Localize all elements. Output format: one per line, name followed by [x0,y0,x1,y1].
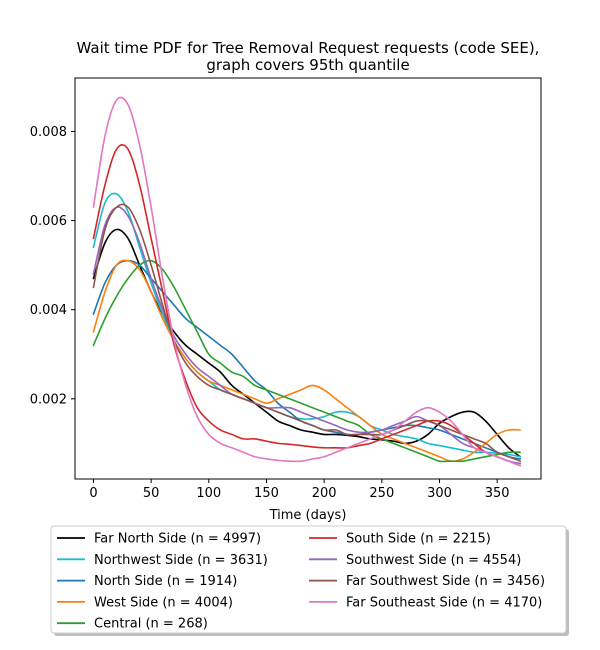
series-line-8 [92,96,522,467]
legend-label-4: Central (n = 268) [94,617,208,632]
legend-label-0: Far North Side (n = 4997) [94,532,261,547]
legend-label-7: Far Southwest Side (n = 3456) [346,574,545,589]
legend-box [50,525,567,634]
x-tick-label-5: 250 [369,486,394,501]
legend-label-5: South Side (n = 2215) [346,532,491,547]
legend-label-6: Southwest Side (n = 4554) [346,553,521,568]
legend-label-2: North Side (n = 1914) [94,574,237,589]
legend-label-1: Northwest Side (n = 3631) [94,553,268,568]
legend-label-8: Far Southeast Side (n = 4170) [346,595,542,610]
x-tick-label-6: 300 [427,486,452,501]
x-tick-label-1: 50 [143,486,160,501]
series-line-6 [92,206,522,465]
y-tick-label-3: 0.008 [30,125,67,140]
chart-title-line2: graph covers 95th quantile [206,56,409,74]
series-line-4 [92,259,522,463]
x-tick-label-0: 0 [89,486,97,501]
x-axis: 0 50 100 150 200 250 300 350 [89,479,510,501]
plot-series-group [92,96,522,467]
legend: Far North Side (n = 4997) Northwest Side … [50,525,569,636]
series-line-7 [92,203,522,462]
x-tick-label-2: 100 [196,486,221,501]
y-tick-label-2: 0.006 [30,214,67,229]
series-line-1 [92,192,522,458]
y-axis: 0.002 0.004 0.006 0.008 [30,125,75,407]
plot-frame [74,77,542,480]
chart-title-line1: Wait time PDF for Tree Removal Request r… [77,39,540,57]
x-tick-label-3: 150 [254,486,279,501]
x-tick-label-4: 200 [312,486,337,501]
x-tick-label-7: 350 [485,486,510,501]
series-line-5 [92,144,522,467]
y-tick-label-1: 0.004 [30,303,67,318]
y-tick-label-0: 0.002 [30,392,67,407]
legend-label-3: West Side (n = 4004) [94,595,233,610]
x-axis-label: Time (days) [269,508,347,523]
